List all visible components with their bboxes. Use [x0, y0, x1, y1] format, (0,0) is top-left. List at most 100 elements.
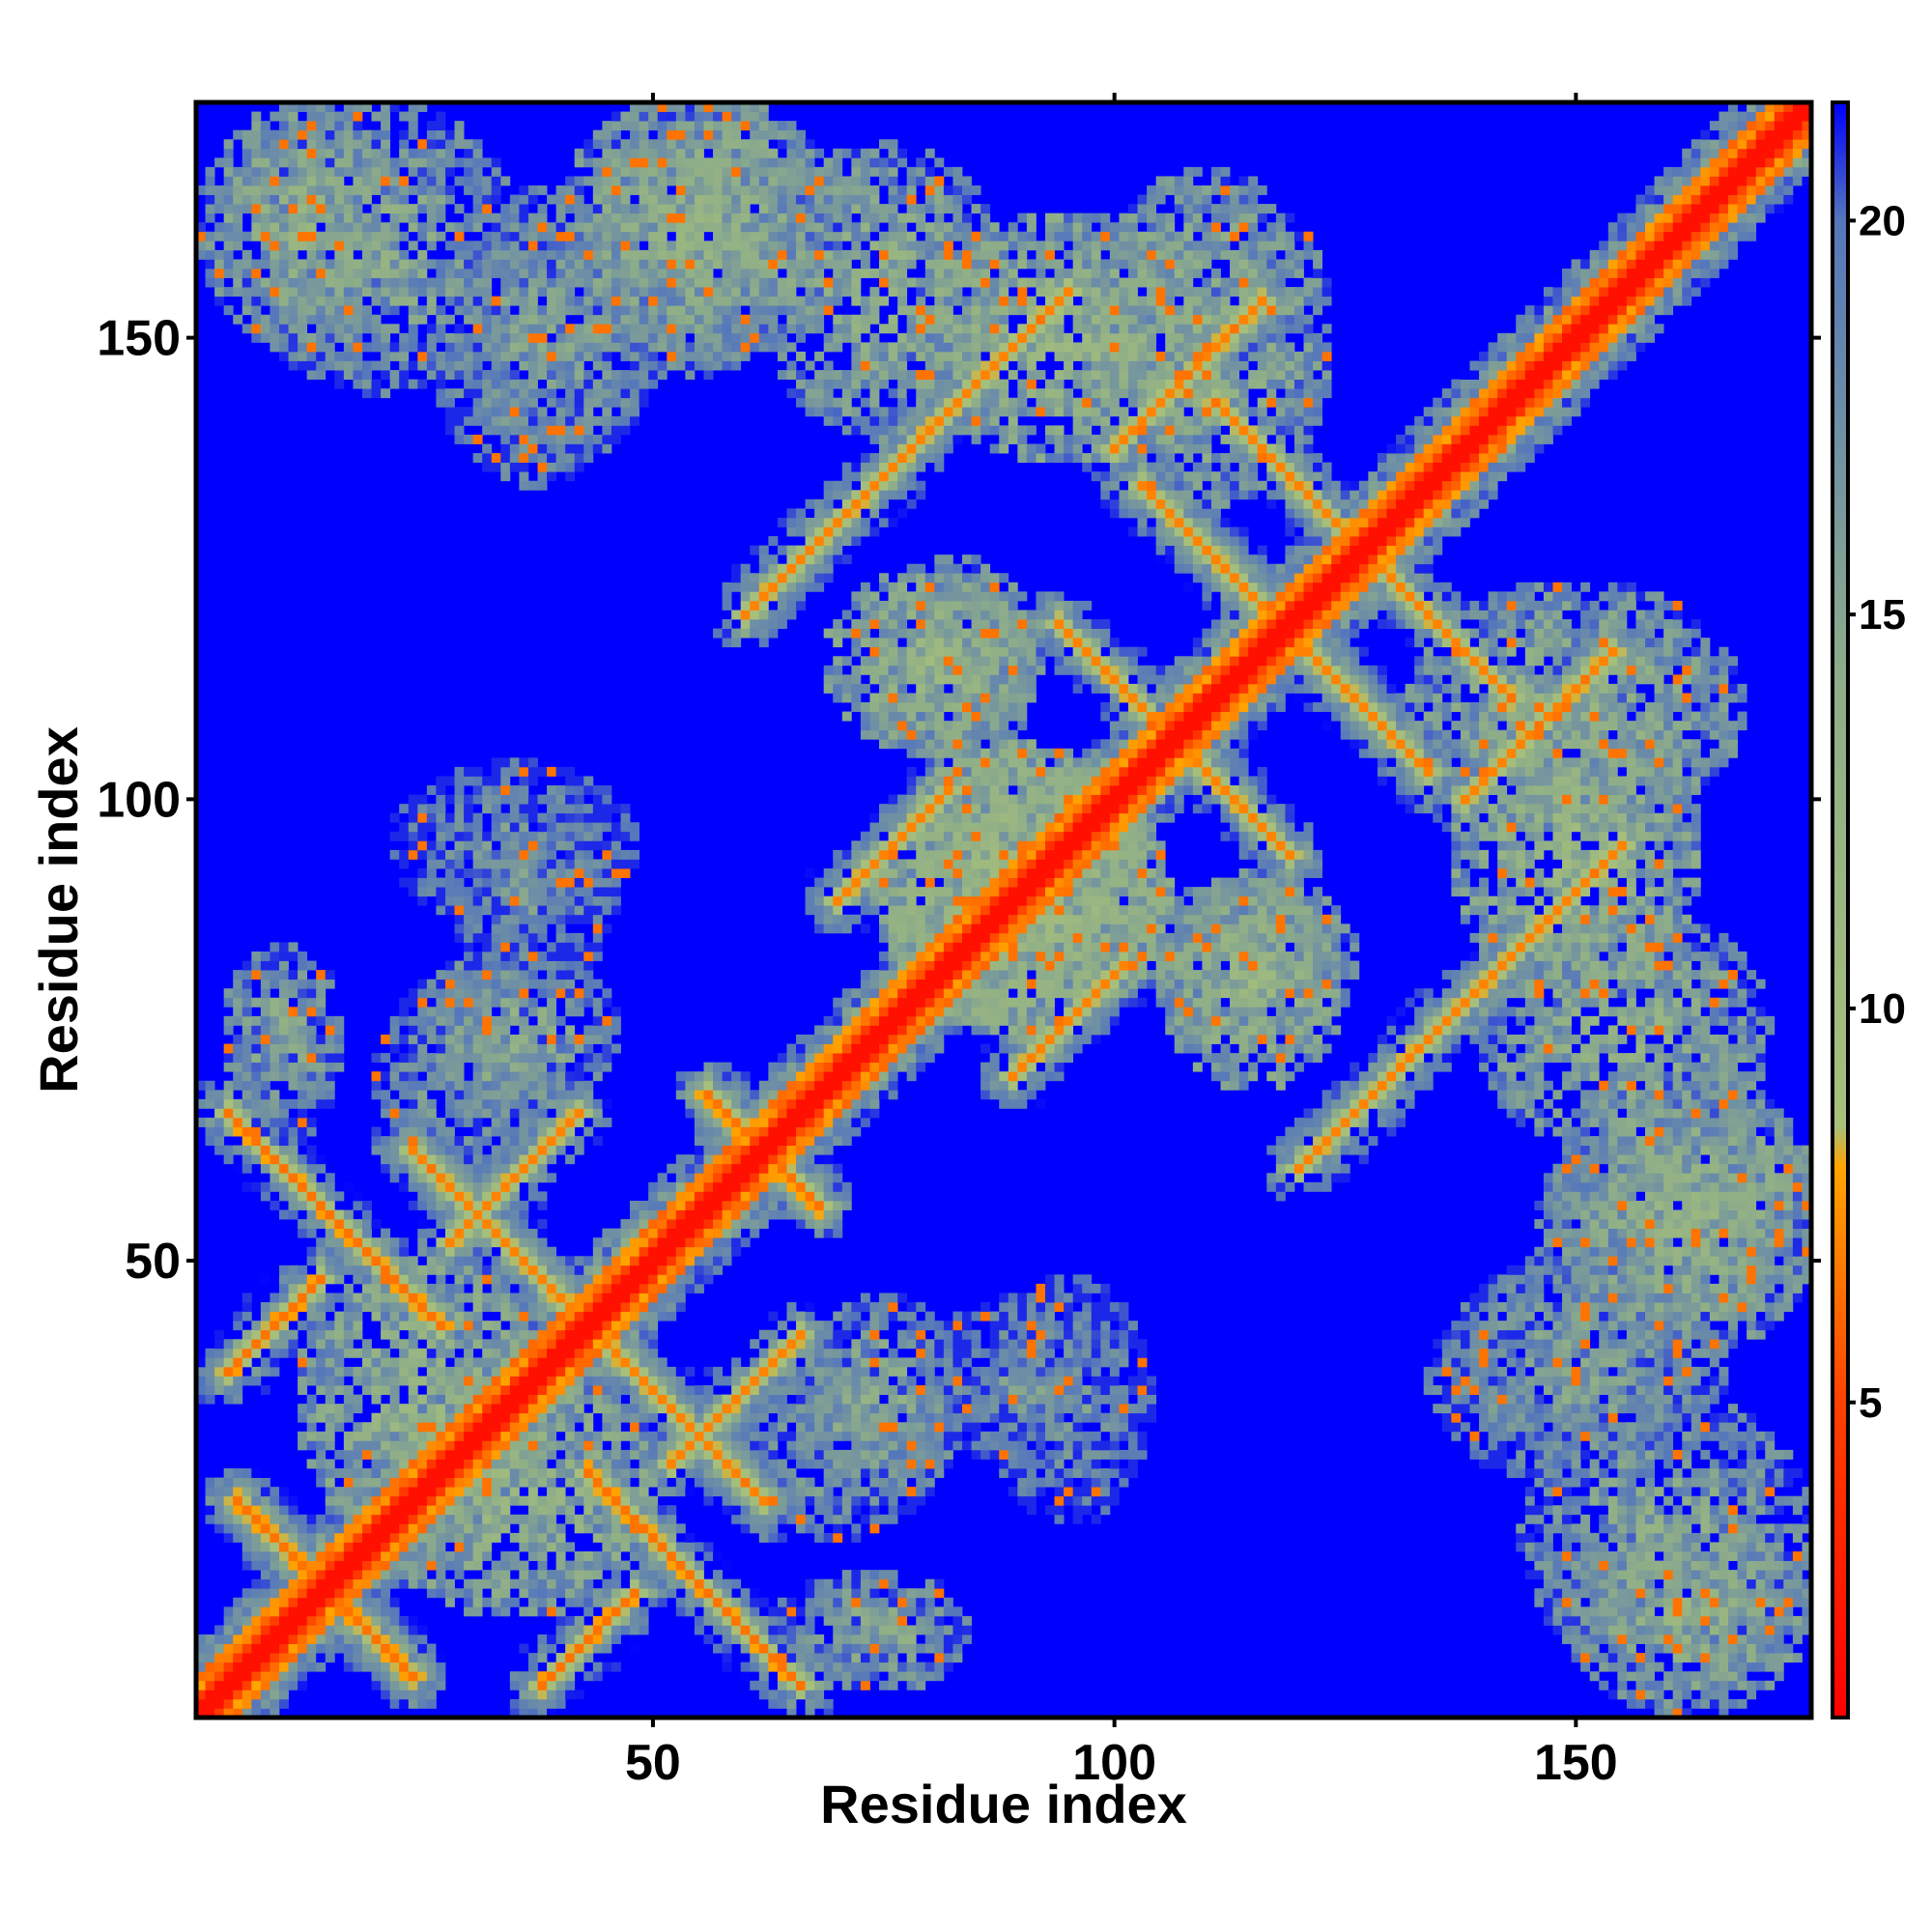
heatmap-cell	[196, 1680, 206, 1690]
heatmap-cell	[703, 268, 714, 278]
heatmap-cell	[509, 804, 520, 814]
heatmap-cell	[444, 1487, 455, 1497]
heatmap-cell	[620, 379, 631, 389]
heatmap-cell	[242, 324, 252, 334]
heatmap-cell	[361, 1514, 372, 1524]
heatmap-cell	[620, 1449, 631, 1460]
heatmap-cell	[399, 877, 410, 888]
heatmap-cell	[399, 1495, 410, 1506]
heatmap-cell	[316, 1385, 327, 1395]
heatmap-cell	[602, 1043, 612, 1054]
heatmap-cell	[426, 1053, 437, 1064]
heatmap-cell	[464, 794, 474, 805]
heatmap-cell	[685, 1154, 696, 1165]
heatmap-cell	[547, 1606, 557, 1617]
heatmap-cell	[353, 379, 363, 389]
heatmap-cell	[630, 1597, 639, 1607]
heatmap-cell	[399, 296, 410, 306]
heatmap-cell	[620, 222, 631, 233]
heatmap-cell	[334, 1495, 345, 1506]
heatmap-cell	[436, 1560, 446, 1571]
heatmap-cell	[233, 1108, 243, 1119]
heatmap-cell	[509, 1034, 520, 1044]
heatmap-cell	[408, 812, 418, 823]
heatmap-cell	[675, 1606, 686, 1617]
heatmap-cell	[426, 176, 437, 186]
heatmap-cell	[444, 1302, 455, 1313]
heatmap-cell	[703, 1440, 714, 1451]
heatmap-cell	[278, 1690, 289, 1700]
heatmap-cell	[454, 1154, 465, 1165]
heatmap-cell	[685, 1606, 696, 1617]
heatmap-cell	[464, 914, 474, 924]
heatmap-cell	[408, 1025, 418, 1036]
heatmap-cell	[648, 370, 659, 381]
heatmap-cell	[288, 1154, 298, 1165]
heatmap-cell	[325, 1329, 335, 1340]
heatmap-cell	[583, 388, 594, 399]
heatmap-cell	[611, 1634, 621, 1644]
heatmap-cell	[611, 194, 621, 205]
heatmap-cell	[565, 351, 576, 361]
heatmap-cell	[547, 997, 557, 1008]
heatmap-cell	[583, 148, 594, 158]
heatmap-cell	[361, 1643, 372, 1654]
heatmap-cell	[482, 305, 493, 316]
heatmap-cell	[500, 176, 511, 186]
heatmap-cell	[444, 1126, 455, 1137]
heatmap-cell	[555, 979, 566, 989]
heatmap-cell	[519, 1412, 529, 1423]
heatmap-cell	[278, 111, 289, 122]
heatmap-cell	[464, 831, 474, 841]
heatmap-cell	[454, 1366, 465, 1377]
heatmap-cell	[464, 1357, 474, 1368]
heatmap-cell	[685, 1191, 696, 1202]
heatmap-cell	[371, 1422, 382, 1433]
heatmap-cell	[500, 1293, 511, 1303]
heatmap-cell	[426, 1357, 437, 1368]
heatmap-cell	[214, 1385, 225, 1395]
heatmap-cell	[565, 1560, 576, 1571]
heatmap-cell	[500, 222, 511, 233]
heatmap-cell	[675, 1191, 686, 1202]
heatmap-cell	[639, 213, 649, 223]
heatmap-cell	[298, 194, 308, 205]
heatmap-cell	[371, 1219, 382, 1230]
heatmap-cell	[630, 1366, 639, 1377]
heatmap-cell	[223, 213, 234, 223]
heatmap-cell	[611, 1532, 621, 1543]
heatmap-cell	[353, 287, 363, 298]
heatmap-cell	[500, 1108, 511, 1119]
heatmap-cell	[639, 1321, 649, 1331]
heatmap-cell	[223, 1126, 234, 1137]
heatmap-cell	[381, 1671, 391, 1682]
heatmap-cell	[630, 222, 639, 233]
heatmap-cell	[408, 102, 418, 112]
heatmap-cell	[270, 1145, 280, 1155]
heatmap-cell	[574, 1662, 584, 1672]
heatmap-cell	[242, 1080, 252, 1091]
heatmap-cell	[555, 1283, 566, 1293]
heatmap-cell	[270, 1015, 280, 1026]
heatmap-cell	[491, 1505, 501, 1516]
heatmap-cell	[454, 1404, 465, 1414]
heatmap-cell	[408, 1357, 418, 1368]
heatmap-cell	[454, 1062, 465, 1072]
heatmap-cell	[547, 1246, 557, 1257]
heatmap-cell	[685, 1228, 696, 1238]
heatmap-cell	[620, 1376, 631, 1386]
heatmap-cell	[592, 1560, 603, 1571]
heatmap-cell	[527, 1708, 538, 1719]
heatmap-cell	[408, 332, 418, 343]
heatmap-cell	[408, 1329, 418, 1340]
heatmap-cell	[482, 157, 493, 168]
heatmap-cell	[381, 121, 391, 131]
heatmap-cell	[592, 979, 603, 989]
heatmap-cell	[278, 1311, 289, 1321]
heatmap-cell	[371, 1505, 382, 1516]
heatmap-cell	[537, 1145, 548, 1155]
heatmap-cell	[667, 1191, 677, 1202]
heatmap-cell	[464, 139, 474, 150]
heatmap-cell	[565, 1136, 576, 1147]
heatmap-cell	[399, 1246, 410, 1257]
